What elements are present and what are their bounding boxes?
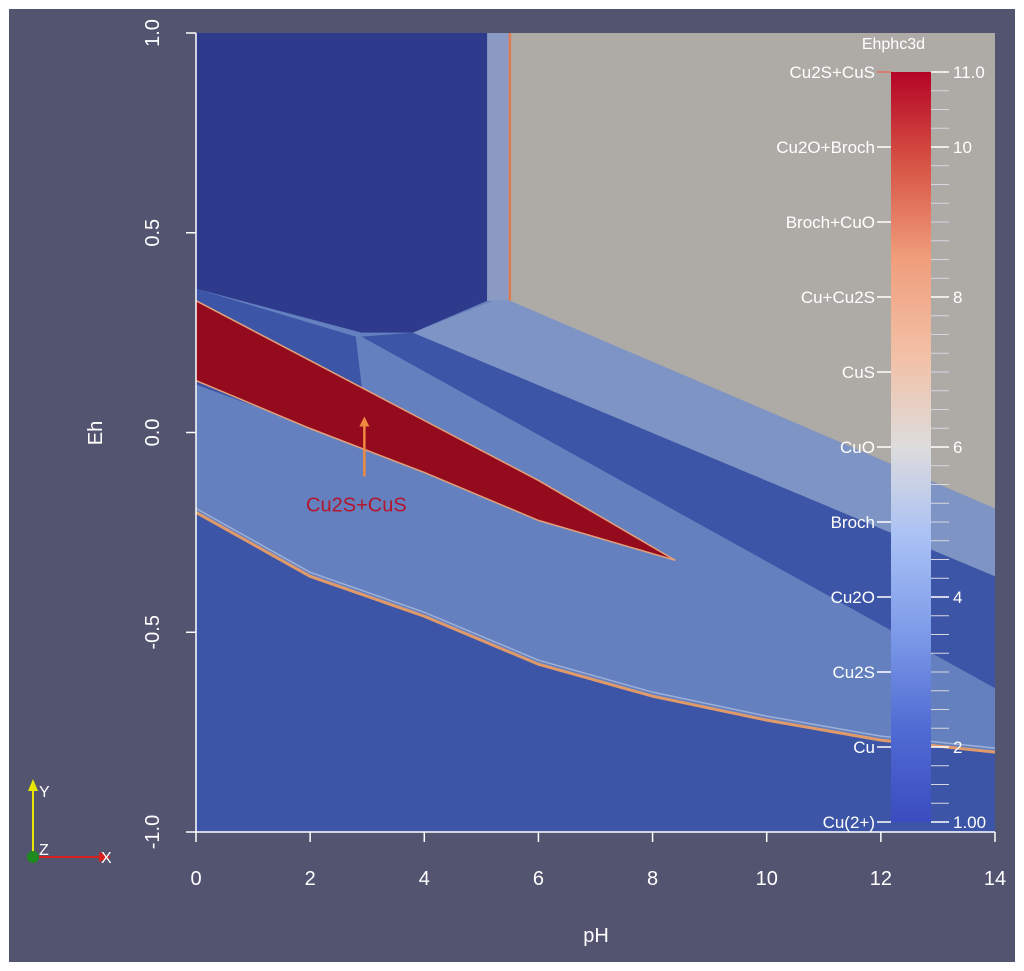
colorbar-tick-label: 4	[953, 588, 962, 607]
y-axis-title: Eh	[85, 421, 107, 445]
triad-z-label: Z	[39, 842, 49, 859]
phase-boundaries	[195, 33, 996, 754]
x-tick-label: 4	[419, 868, 430, 890]
colorbar-annotation-label: Cu2S+CuS	[789, 63, 875, 82]
colorbar-tick-label: 10	[953, 138, 972, 157]
colorbar-annotation-label: CuS	[842, 363, 875, 382]
render-viewport[interactable]: 0 2 4 6 8 10 12 14 -1.0 -0.5 0.0 0.5 1.0 pH Eh 1.00 2 4 6…	[9, 9, 1015, 962]
colorbar-annotation-label: Cu2S	[832, 663, 875, 682]
triad-x-label: X	[101, 850, 112, 867]
y-tick-label: -0.5	[142, 615, 164, 649]
y-tick-label: -1.0	[142, 815, 164, 849]
colorbar-annotation-label: Cu(2+)	[823, 813, 875, 832]
region-value-5-0	[196, 512, 995, 832]
region-value-1-4	[196, 33, 488, 333]
boundary-line-cu2s	[195, 507, 996, 749]
y-tick-label: 0.5	[142, 219, 164, 247]
region-value-3-2	[361, 332, 995, 689]
axes-triad: Y Z X	[27, 779, 112, 867]
y-tick-label: 1.0	[142, 19, 164, 47]
annotation-label: Cu2S+CuS	[306, 494, 407, 516]
boundary-line-cu2s-cus-upper	[195, 300, 676, 561]
colorbar-tick-label: 1.00	[953, 813, 986, 832]
x-axis-title: pH	[583, 925, 609, 947]
colorbar-annotation-label: Cu	[853, 738, 875, 757]
phase-regions	[196, 33, 995, 832]
x-tick-label: 14	[984, 868, 1006, 890]
colorbar-tick-label: 8	[953, 288, 962, 307]
triad-y-arrowhead	[28, 779, 38, 791]
colorbar-title: Ehphc3d	[862, 36, 925, 53]
colorbar-annotation-label: CuO	[840, 438, 875, 457]
y-tick-label: 0.0	[142, 419, 164, 447]
colorbar-annotation-label: Cu+Cu2S	[801, 288, 875, 307]
triad-y-label: Y	[39, 784, 50, 801]
colorbar-tick-label: 2	[953, 738, 962, 757]
triad-z-axis	[27, 851, 39, 863]
colorbar-tick-label: 6	[953, 438, 962, 457]
colorbar-bar	[891, 72, 931, 822]
colorbar-tick-label: 11.0	[953, 63, 985, 82]
x-tick-label: 12	[870, 868, 892, 890]
x-tick-label: 0	[190, 868, 201, 890]
x-tick-label: 6	[533, 868, 544, 890]
colorbar-annotation-label: Broch	[831, 513, 875, 532]
triad-x-arrowhead	[99, 852, 111, 862]
x-tick-label: 8	[647, 868, 658, 890]
boundary-line-cu2s-cus-lower	[195, 379, 676, 562]
x-tick-label: 2	[305, 868, 316, 890]
boundary-line-cu	[195, 511, 996, 754]
region-value-6-6	[509, 33, 995, 509]
x-tick-label: 10	[756, 868, 778, 890]
region-value-4-5	[487, 33, 510, 301]
annotation-arrow-head	[359, 416, 370, 427]
region-value-11-7	[196, 300, 676, 561]
plot-canvas[interactable]: 0 2 4 6 8 10 12 14 -1.0 -0.5 0.0 0.5 1.0 pH Eh 1.00 2 4 6…	[9, 9, 1015, 962]
colorbar-annotation-label: Cu2O+Broch	[776, 138, 875, 157]
annotation-layer: Cu2S+CuS	[306, 416, 407, 516]
colorbar-annotation-label: Broch+CuO	[786, 213, 875, 232]
colorbar: 1.00 2 4 6 8 10 11.0 Cu2S+CuS Cu2O+Broch Broch+Cu…	[776, 36, 986, 832]
axes: 0 2 4 6 8 10 12 14 -1.0 -0.5 0.0 0.5 1.0 pH Eh	[85, 19, 1006, 947]
region-value-4-3	[412, 300, 995, 577]
colorbar-annotation-label: Cu2O	[831, 588, 875, 607]
